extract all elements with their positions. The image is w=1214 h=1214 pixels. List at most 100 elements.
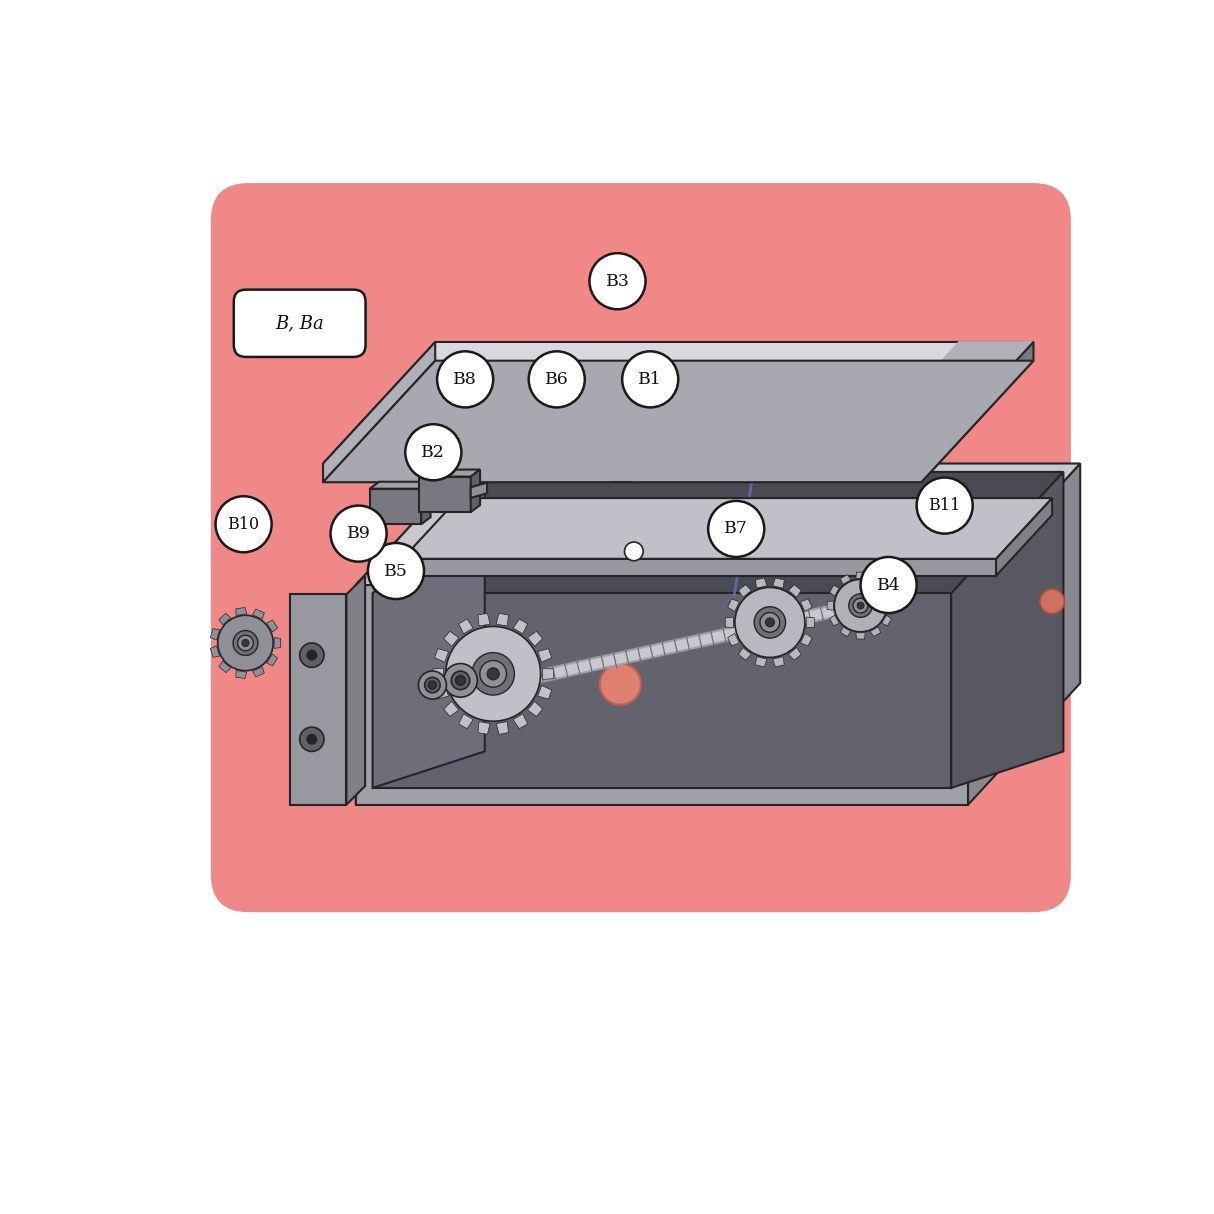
Polygon shape <box>870 626 880 636</box>
Polygon shape <box>219 613 231 625</box>
Polygon shape <box>210 629 220 640</box>
Polygon shape <box>997 498 1053 575</box>
Polygon shape <box>323 361 1033 482</box>
Circle shape <box>834 579 886 631</box>
Polygon shape <box>788 647 801 660</box>
Circle shape <box>917 477 972 534</box>
Polygon shape <box>881 585 891 596</box>
Text: B5: B5 <box>384 562 408 579</box>
Polygon shape <box>478 613 490 626</box>
Text: B8: B8 <box>453 370 477 388</box>
Polygon shape <box>968 464 1080 805</box>
Text: B9: B9 <box>347 526 370 543</box>
Polygon shape <box>419 470 480 477</box>
Polygon shape <box>219 662 231 673</box>
Polygon shape <box>921 342 1033 482</box>
Polygon shape <box>267 654 278 666</box>
Circle shape <box>238 635 254 651</box>
Polygon shape <box>356 464 1080 585</box>
Polygon shape <box>856 632 866 639</box>
Polygon shape <box>370 482 431 489</box>
Polygon shape <box>725 617 733 628</box>
Text: B3: B3 <box>606 273 629 290</box>
Circle shape <box>765 618 775 626</box>
Circle shape <box>857 602 864 609</box>
Circle shape <box>429 681 436 690</box>
Text: B, Ba: B, Ba <box>276 314 324 333</box>
Polygon shape <box>856 572 866 578</box>
Circle shape <box>472 653 515 696</box>
Polygon shape <box>788 585 801 597</box>
Circle shape <box>455 676 465 685</box>
Polygon shape <box>471 483 487 498</box>
Circle shape <box>233 630 257 656</box>
Polygon shape <box>887 601 894 611</box>
Circle shape <box>443 664 477 697</box>
Polygon shape <box>290 595 346 805</box>
Text: B1: B1 <box>639 370 662 388</box>
Polygon shape <box>443 631 459 646</box>
Circle shape <box>368 543 424 599</box>
Polygon shape <box>738 585 751 597</box>
Polygon shape <box>806 617 815 628</box>
Polygon shape <box>881 615 891 625</box>
Polygon shape <box>471 470 480 512</box>
Polygon shape <box>267 620 278 632</box>
Polygon shape <box>210 646 220 657</box>
Polygon shape <box>421 482 431 524</box>
Polygon shape <box>373 472 1063 594</box>
Polygon shape <box>370 489 421 524</box>
Polygon shape <box>870 574 880 584</box>
Polygon shape <box>846 341 1033 463</box>
Circle shape <box>590 254 646 310</box>
Polygon shape <box>829 585 839 596</box>
FancyBboxPatch shape <box>234 290 365 357</box>
Polygon shape <box>403 498 1053 558</box>
Circle shape <box>624 541 643 561</box>
Circle shape <box>487 668 499 680</box>
Circle shape <box>300 643 324 668</box>
Polygon shape <box>236 670 246 679</box>
Polygon shape <box>419 477 471 512</box>
Circle shape <box>600 664 641 704</box>
Circle shape <box>446 626 540 721</box>
Polygon shape <box>514 714 528 728</box>
Circle shape <box>529 351 585 408</box>
Circle shape <box>480 660 506 687</box>
Polygon shape <box>373 472 484 788</box>
Text: B11: B11 <box>929 497 960 514</box>
Polygon shape <box>443 702 459 716</box>
Circle shape <box>760 613 779 632</box>
Polygon shape <box>538 686 551 699</box>
Circle shape <box>307 734 317 744</box>
Circle shape <box>1040 589 1065 613</box>
Polygon shape <box>432 668 443 680</box>
Polygon shape <box>755 657 767 666</box>
Circle shape <box>242 640 249 647</box>
Polygon shape <box>274 637 280 648</box>
Polygon shape <box>738 647 751 660</box>
Polygon shape <box>727 599 739 612</box>
Polygon shape <box>253 609 265 619</box>
Polygon shape <box>356 464 467 805</box>
Circle shape <box>861 557 917 613</box>
Circle shape <box>708 501 765 557</box>
Polygon shape <box>543 668 554 680</box>
Polygon shape <box>346 575 365 805</box>
Circle shape <box>419 671 447 699</box>
Circle shape <box>623 351 679 408</box>
Polygon shape <box>773 578 784 588</box>
Circle shape <box>853 599 868 613</box>
Circle shape <box>734 588 805 658</box>
Polygon shape <box>827 601 833 611</box>
Text: B6: B6 <box>545 370 568 388</box>
Polygon shape <box>773 657 784 666</box>
Polygon shape <box>323 464 921 482</box>
Circle shape <box>754 607 785 639</box>
Polygon shape <box>755 578 767 588</box>
Polygon shape <box>527 702 543 716</box>
Text: B4: B4 <box>877 577 901 594</box>
Polygon shape <box>435 648 449 662</box>
Polygon shape <box>403 558 997 575</box>
Polygon shape <box>727 634 739 646</box>
